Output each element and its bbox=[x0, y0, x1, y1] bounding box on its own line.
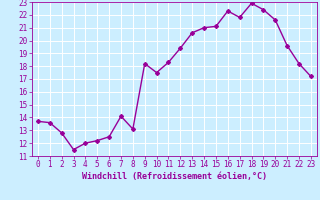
X-axis label: Windchill (Refroidissement éolien,°C): Windchill (Refroidissement éolien,°C) bbox=[82, 172, 267, 181]
